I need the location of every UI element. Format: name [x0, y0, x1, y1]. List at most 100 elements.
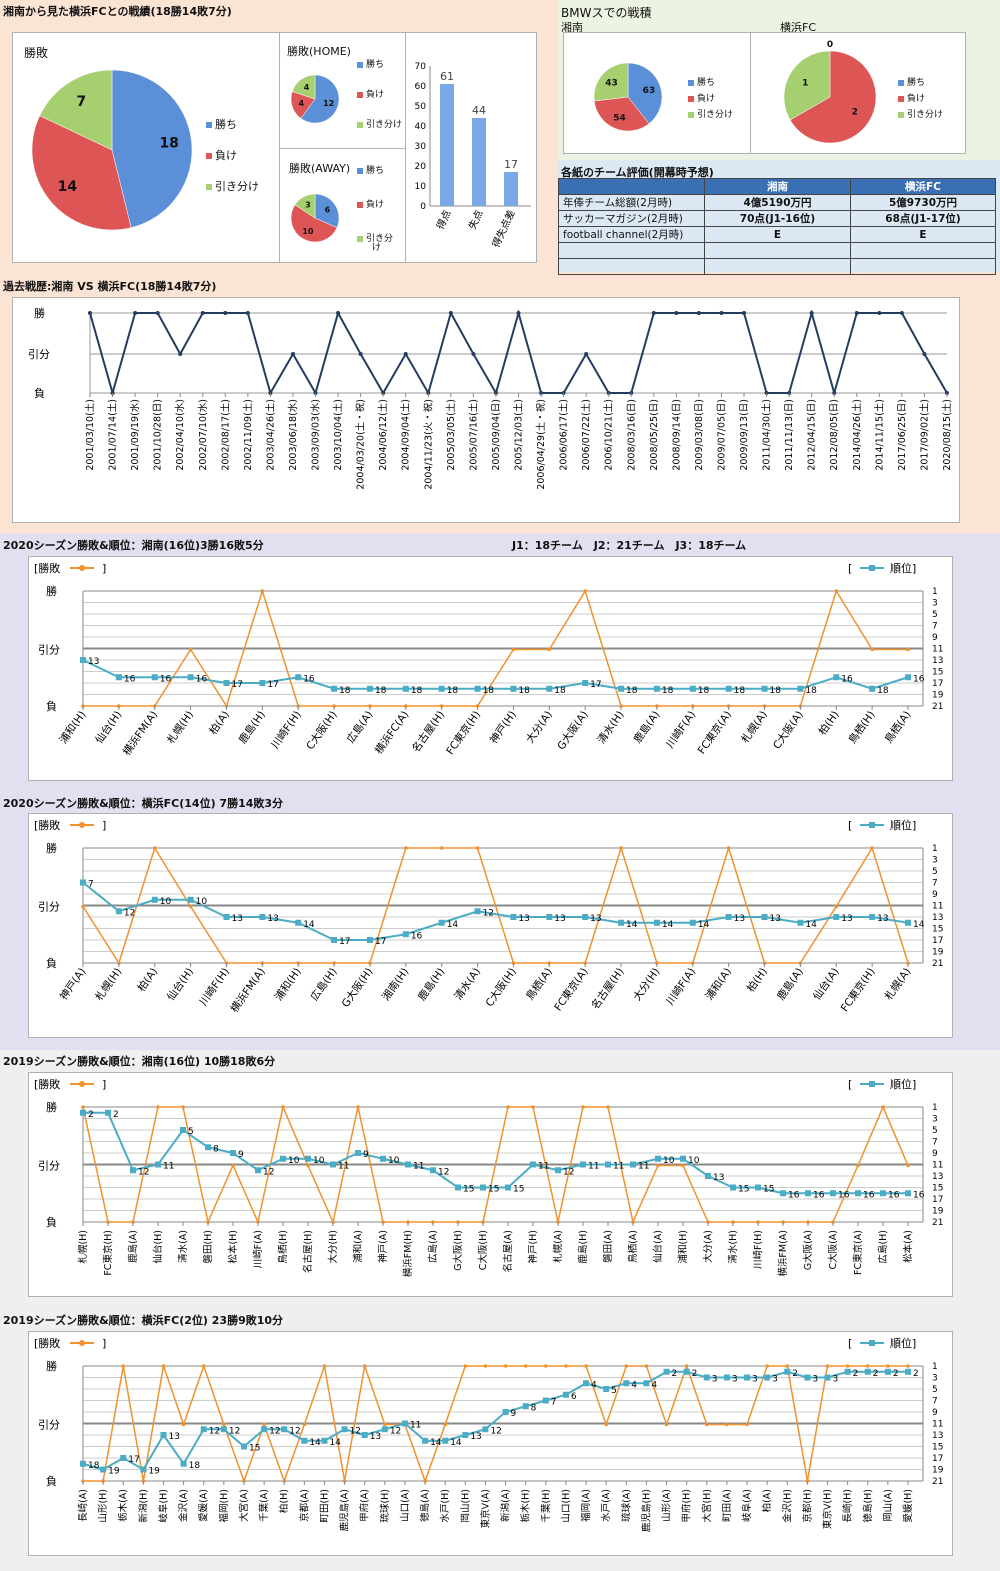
legend-item: 引き分 — [357, 231, 393, 244]
legend-text: 順位] — [890, 561, 916, 575]
rank-label: 14 — [626, 920, 638, 930]
result-point — [506, 1105, 510, 1109]
x-tick-label: 甲府(A) — [359, 1489, 371, 1522]
pie-main-title: 勝敗 — [24, 46, 49, 60]
y-label: 勝 — [46, 841, 57, 855]
pie-slice — [291, 74, 316, 100]
rank-point — [331, 685, 338, 692]
rank-point — [115, 674, 122, 681]
rank-point — [187, 674, 194, 681]
result-point — [161, 1364, 166, 1368]
rank-tick-label: 19 — [932, 948, 944, 958]
rank-label: 9 — [238, 1150, 244, 1160]
rank-label: 3 — [732, 1375, 738, 1385]
eval-cell: 70点(J1-16位) — [704, 210, 851, 227]
eval-row: サッカーマガジン(2月時) 70点(J1-16位) 68点(J1-17位) — [558, 210, 996, 227]
legend-swatch — [357, 91, 363, 98]
result-point — [604, 1422, 608, 1427]
rank-label: 11 — [613, 1162, 624, 1172]
eval-header-row: 湘南 横浜FC — [558, 178, 996, 195]
pie-slice — [300, 74, 340, 124]
x-tick-label: 福岡(A) — [580, 1489, 592, 1522]
rank-point — [797, 685, 804, 692]
rank-point — [824, 1374, 831, 1381]
rank-label: 16 — [888, 1190, 900, 1200]
eval-row — [558, 258, 996, 275]
rank-tick-label: 1 — [932, 844, 938, 854]
result-line — [82, 1104, 909, 1225]
x-tick-label: 柏(H) — [744, 965, 770, 994]
result-point — [583, 589, 587, 593]
rank-label: 12 — [563, 1167, 574, 1177]
rank-label: 8 — [213, 1144, 219, 1154]
rank-point — [761, 685, 768, 692]
rank-point — [402, 931, 409, 938]
pie-label: 2 — [852, 107, 858, 117]
x-tick-label: 浦和(H) — [57, 708, 89, 746]
rank-tick-label: 9 — [932, 1408, 938, 1418]
x-tick-label: 川崎F(H) — [752, 1230, 764, 1269]
x-tick-label: 清水(H) — [727, 1230, 739, 1264]
x-tick-label: 2001/07/14(土) — [107, 399, 119, 471]
legend-label: 負け — [907, 94, 926, 104]
rank-label: 2 — [873, 1369, 879, 1379]
eval-cell: E — [850, 226, 996, 243]
y-label: 引分 — [28, 347, 50, 361]
rank-point — [80, 1460, 86, 1467]
x-tick-label: 2003/06/18(水) — [287, 399, 299, 471]
y-tick-label: 40 — [415, 122, 427, 132]
x-tick-label: 大分(H) — [630, 965, 662, 1003]
rank-label: 13 — [877, 914, 888, 924]
legend-swatch — [357, 121, 363, 128]
rank-label: 19 — [148, 1467, 160, 1477]
rank-label: 15 — [763, 1185, 774, 1195]
pie-label: 1 — [802, 79, 808, 89]
y-tick-label: 50 — [415, 102, 427, 112]
x-tick-label: 大分(H) — [327, 1230, 339, 1264]
x-tick-label: 琉球(H) — [379, 1489, 391, 1523]
result-point — [606, 1105, 610, 1109]
rank-label: 18 — [554, 686, 566, 696]
rank-point — [100, 1466, 107, 1473]
y-label: 負 — [46, 1216, 57, 1229]
rank-point — [402, 685, 409, 692]
data-point — [674, 311, 679, 315]
legend-marker — [869, 1340, 875, 1346]
pie-label: 63 — [643, 86, 656, 96]
eval-cell — [850, 258, 996, 275]
pie-slice — [627, 62, 663, 125]
x-tick-label: 町田(H) — [319, 1489, 330, 1523]
x-tick-label: 2002/11/09(土) — [242, 399, 254, 471]
x-tick-label: 名古屋(H) — [409, 708, 447, 754]
rank-label: 5 — [611, 1386, 617, 1396]
rank-point — [905, 1368, 911, 1375]
rank-label: 17 — [375, 937, 386, 947]
x-tick-label: 山口(H) — [561, 1489, 572, 1523]
rank-point — [805, 1190, 811, 1197]
pie-slice — [789, 50, 877, 144]
x-tick-label: 川崎F(A) — [663, 965, 698, 1007]
rank-point — [583, 1380, 590, 1387]
rank-tick-label: 5 — [932, 1385, 938, 1395]
legend-item: 勝ち — [206, 116, 237, 132]
rank-label: 11 — [588, 1162, 599, 1172]
rank-point — [655, 1155, 661, 1162]
x-tick-label: 2004/03/20(土・祝) — [355, 399, 367, 490]
x-tick-label: G大阪(H) — [339, 965, 376, 1010]
pie-away-title: 勝敗(AWAY) — [289, 162, 351, 175]
result-point — [531, 1105, 535, 1109]
data-point — [245, 311, 250, 315]
legend-swatch — [898, 111, 904, 118]
legend-label: 勝ち — [366, 60, 385, 70]
x-tick-label: 2008/09/14(日) — [671, 399, 682, 471]
legend-label: 勝ち — [697, 78, 716, 88]
result-point — [825, 1364, 830, 1368]
x-tick-label: 札幌(A) — [882, 965, 914, 1002]
result-point — [262, 1422, 266, 1427]
rank-label: 12 — [390, 1426, 401, 1436]
x-tick-label: 得点 — [434, 208, 453, 231]
rank-label: 14 — [329, 1438, 341, 1448]
rank-label: 19 — [108, 1467, 120, 1477]
